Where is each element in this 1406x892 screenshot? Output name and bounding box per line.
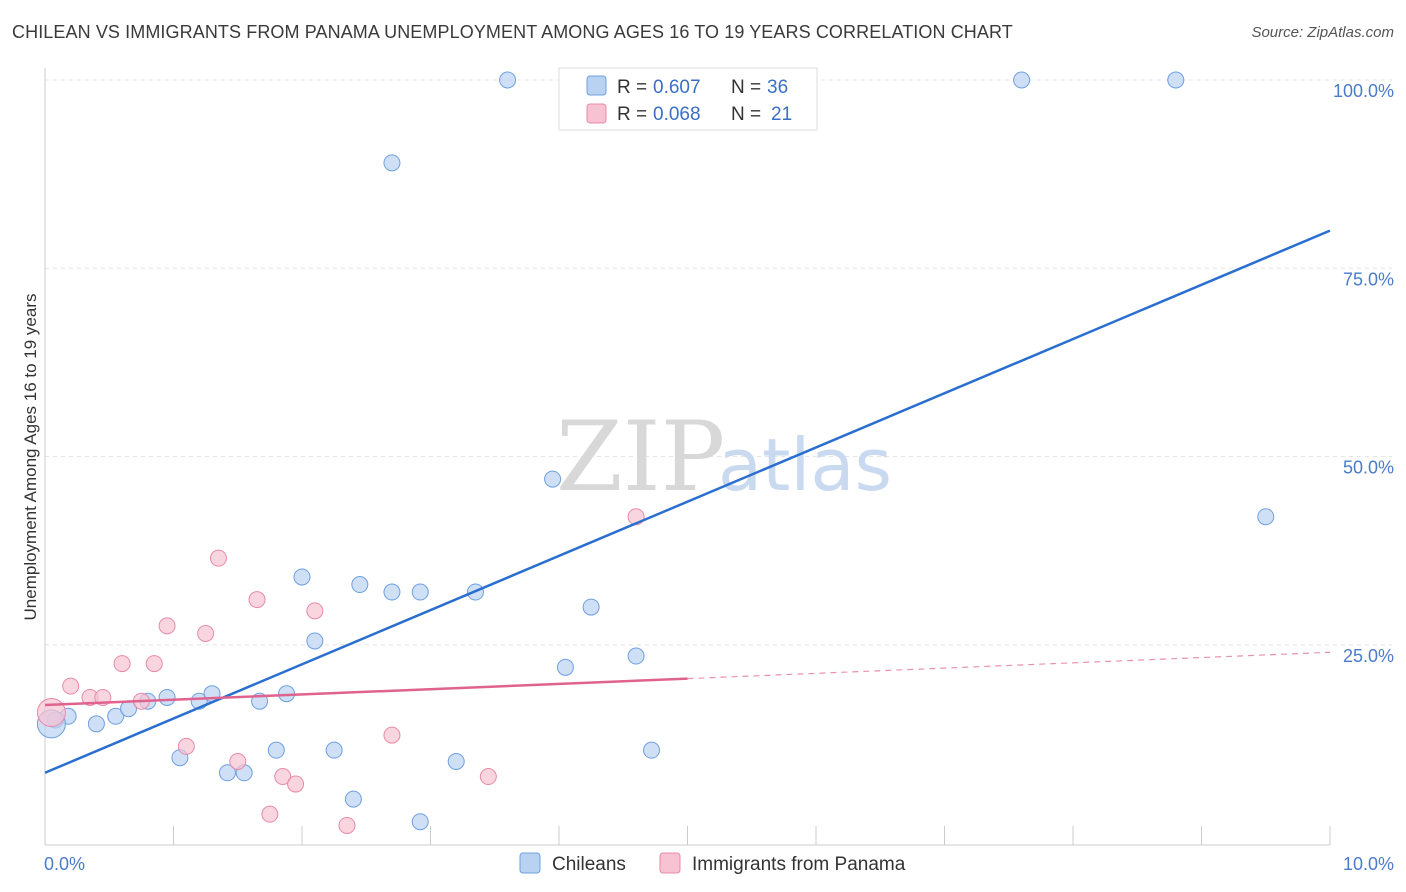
chileans-point-15 xyxy=(293,568,311,586)
panama-point-19 xyxy=(479,768,497,786)
panama-point-18 xyxy=(383,726,401,744)
chileans-point-28 xyxy=(556,658,574,676)
x-tick-labels: 0.0% 10.0% xyxy=(44,854,1394,874)
legend-r-value-2: 0.068 xyxy=(653,104,701,125)
y-tick-label-100: 100.0% xyxy=(1333,81,1394,101)
chileans-point-32 xyxy=(1013,71,1031,89)
panama-point-17 xyxy=(338,816,356,834)
x-tick-label-min: 0.0% xyxy=(44,854,85,874)
panama-point-16 xyxy=(306,602,324,620)
source-credit: Source: ZipAtlas.com xyxy=(1251,24,1394,41)
legend-r-label-1: R = xyxy=(617,77,647,98)
chileans-point-34 xyxy=(1257,508,1275,526)
chileans-point-22 xyxy=(411,583,429,601)
panama-point-9 xyxy=(197,624,215,642)
bottom-legend-swatch-chileans xyxy=(519,852,541,874)
panama-point-12 xyxy=(248,591,266,609)
legend-r-label-2: R = xyxy=(617,104,647,125)
data-points xyxy=(36,71,1275,834)
chileans-point-10 xyxy=(218,764,236,782)
legend-n-label-2: N = xyxy=(731,104,761,125)
y-tick-label-75: 75.0% xyxy=(1343,269,1394,289)
panama-point-11 xyxy=(229,752,247,770)
watermark: ZIP atlas xyxy=(556,401,892,513)
gridlines xyxy=(45,79,1392,646)
chileans-point-30 xyxy=(627,647,645,665)
chileans-point-16 xyxy=(306,632,324,650)
chileans-point-27 xyxy=(544,470,562,488)
bottom-legend-label-chileans: Chileans xyxy=(552,854,626,875)
watermark-atlas: atlas xyxy=(718,423,892,507)
legend-n-value-1: 36 xyxy=(767,77,788,98)
panama-point-13 xyxy=(261,805,279,823)
x-tick-label-max: 10.0% xyxy=(1343,854,1394,874)
y-tick-label-50: 50.0% xyxy=(1343,458,1394,478)
stats-legend: R = 0.607 N = 36 R = 0.068 N = 21 xyxy=(558,67,818,131)
panama-point-8 xyxy=(177,737,195,755)
y-tick-label-25: 25.0% xyxy=(1343,646,1394,666)
panama-point-7 xyxy=(158,617,176,635)
watermark-zip: ZIP xyxy=(556,401,725,513)
chileans-point-26 xyxy=(383,154,401,172)
panama-point-14 xyxy=(274,768,292,786)
bottom-legend-label-panama: Immigrants from Panama xyxy=(692,854,906,875)
legend-swatch-chileans xyxy=(586,75,607,96)
y-tick-labels: 25.0% 50.0% 75.0% 100.0% xyxy=(1333,81,1394,666)
chileans-point-3 xyxy=(107,707,125,725)
panama-point-4 xyxy=(113,655,131,673)
legend-n-label-1: N = xyxy=(731,77,761,98)
chileans-trend-line xyxy=(44,229,1331,774)
chileans-point-18 xyxy=(344,790,362,808)
legend-swatch-panama xyxy=(586,103,607,124)
panama-point-1 xyxy=(62,677,80,695)
chileans-point-23 xyxy=(447,752,465,770)
panama-point-0 xyxy=(36,698,66,728)
chileans-point-29 xyxy=(582,598,600,616)
chileans-point-33 xyxy=(1167,71,1185,89)
chart-title: CHILEAN VS IMMIGRANTS FROM PANAMA UNEMPL… xyxy=(12,22,1013,42)
legend-n-value-2: 21 xyxy=(771,104,792,125)
panama-point-10 xyxy=(209,549,227,567)
bottom-legend-swatch-panama xyxy=(659,852,681,874)
chileans-point-20 xyxy=(383,583,401,601)
panama-trend-line xyxy=(44,677,688,707)
chileans-point-31 xyxy=(643,741,661,759)
legend-r-value-1: 0.607 xyxy=(653,77,701,98)
y-axis-title: Unemployment Among Ages 16 to 19 years xyxy=(21,294,40,621)
chileans-point-2 xyxy=(87,715,105,733)
trend-lines xyxy=(44,229,1331,774)
panama-trend-extension xyxy=(687,651,1331,680)
chileans-point-19 xyxy=(351,576,369,594)
chileans-point-25 xyxy=(499,71,517,89)
panama-point-15 xyxy=(287,775,305,793)
chileans-point-13 xyxy=(267,741,285,759)
panama-point-6 xyxy=(145,655,163,673)
chileans-point-21 xyxy=(411,813,429,831)
chileans-point-6 xyxy=(158,688,176,706)
series-legend: Chileans Immigrants from Panama xyxy=(519,852,906,875)
chileans-point-17 xyxy=(325,741,343,759)
